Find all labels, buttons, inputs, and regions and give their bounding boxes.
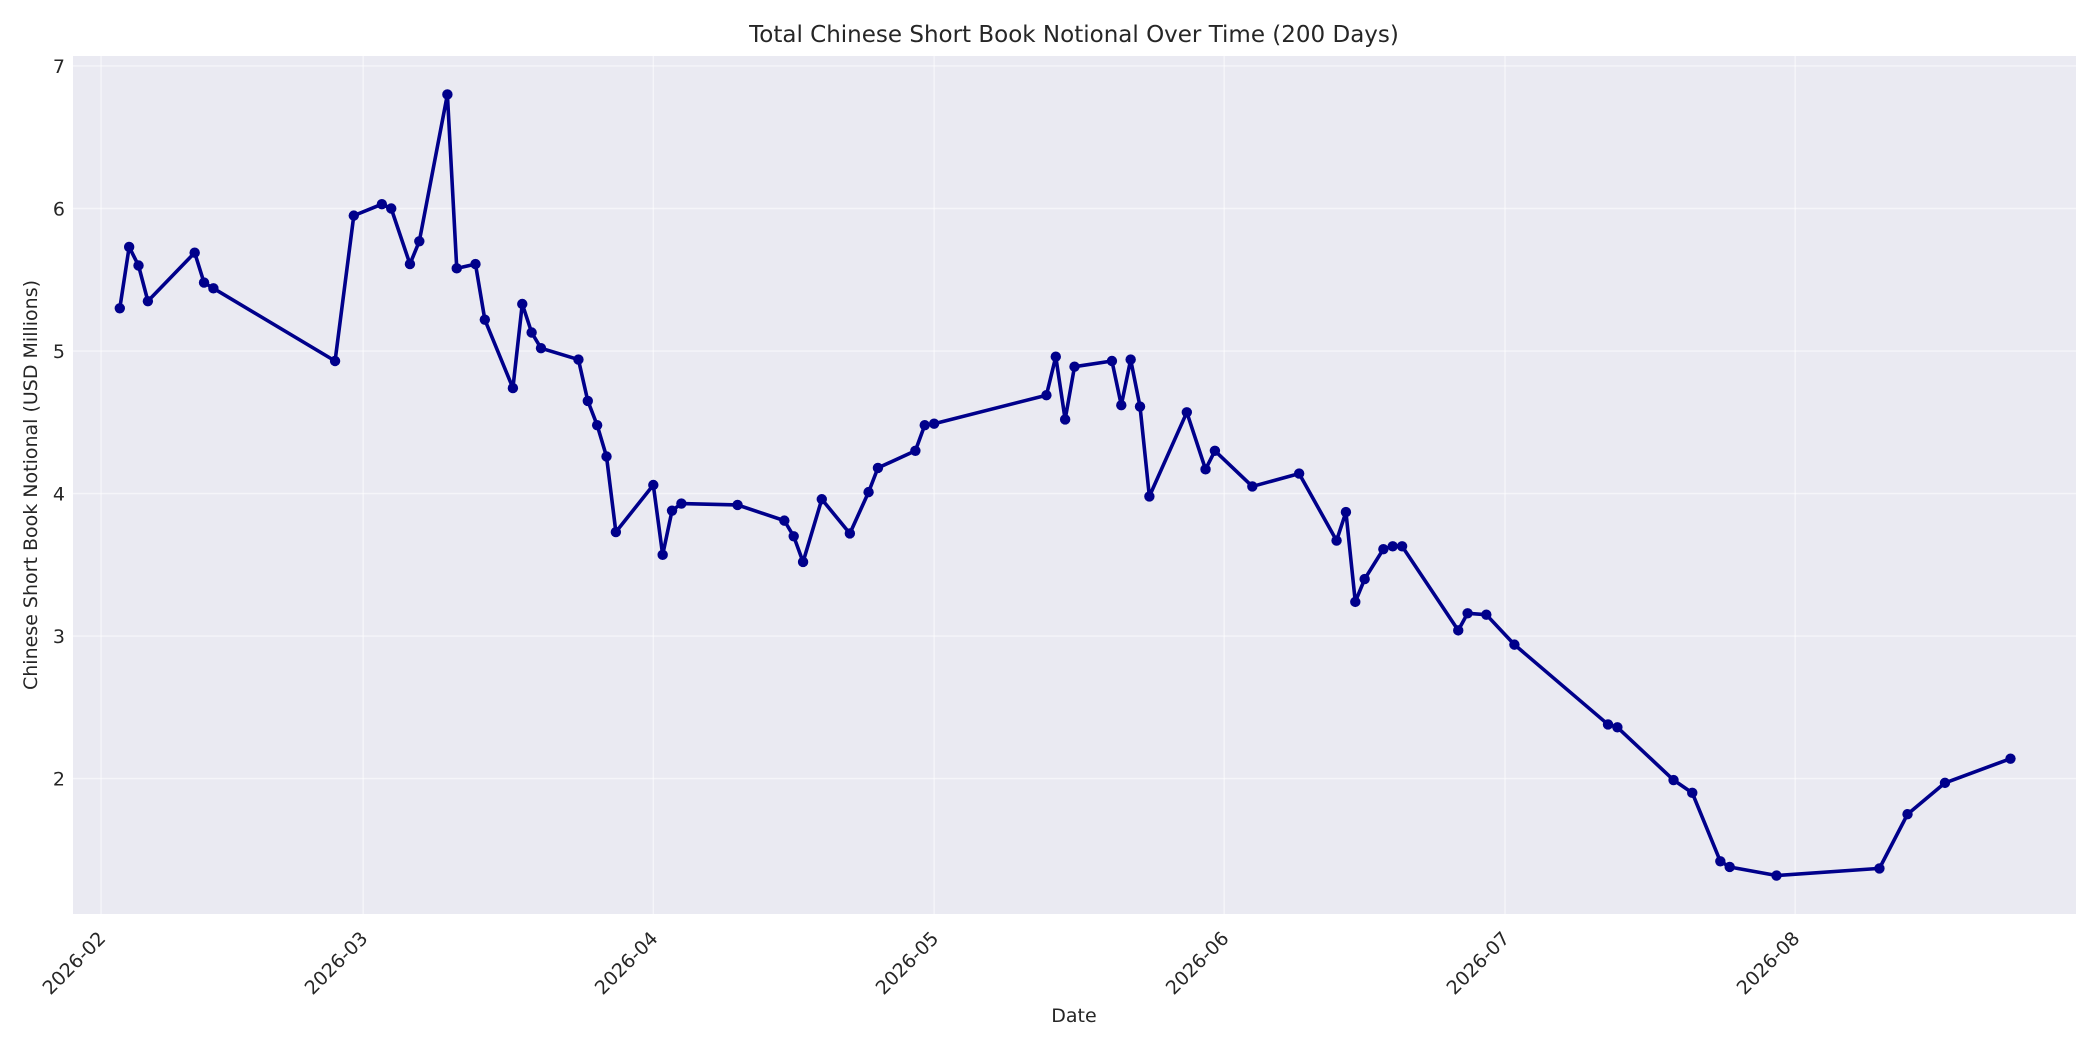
data-point bbox=[676, 498, 687, 509]
data-point bbox=[1340, 506, 1352, 518]
data-point bbox=[1939, 777, 1951, 789]
data-point bbox=[479, 314, 491, 325]
data-point bbox=[1453, 625, 1464, 636]
data-point bbox=[507, 382, 519, 394]
data-point bbox=[526, 327, 537, 338]
data-point bbox=[451, 263, 462, 274]
data-point bbox=[610, 526, 622, 538]
data-point bbox=[1331, 535, 1342, 546]
data-point bbox=[1724, 861, 1735, 873]
data-point bbox=[1200, 464, 1211, 475]
data-point bbox=[1059, 414, 1071, 425]
data-point bbox=[442, 89, 453, 100]
data-point bbox=[123, 241, 135, 253]
data-point bbox=[376, 199, 388, 210]
data-point bbox=[1387, 541, 1398, 552]
data-point bbox=[535, 342, 547, 354]
y-axis-ticks: 2 3 4 5 6 7 bbox=[53, 56, 65, 791]
data-point bbox=[666, 505, 678, 516]
data-point bbox=[114, 303, 126, 314]
plot-area bbox=[73, 56, 2076, 914]
data-point bbox=[1378, 543, 1389, 555]
data-point bbox=[779, 515, 790, 526]
data-point bbox=[208, 283, 219, 294]
data-point bbox=[1041, 390, 1052, 401]
data-point bbox=[1144, 491, 1155, 502]
data-point bbox=[470, 258, 481, 270]
y-axis-label: Chinese Short Book Notional (USD Million… bbox=[20, 280, 42, 690]
data-point bbox=[329, 355, 341, 367]
data-point bbox=[2005, 753, 2016, 764]
data-point bbox=[1209, 445, 1221, 456]
data-point bbox=[1715, 856, 1726, 867]
data-point bbox=[657, 549, 668, 561]
data-point bbox=[732, 499, 743, 511]
data-point bbox=[1247, 481, 1258, 492]
data-point bbox=[189, 247, 200, 258]
data-point bbox=[1462, 608, 1473, 619]
data-point bbox=[591, 419, 603, 431]
data-point bbox=[1181, 407, 1193, 418]
data-point bbox=[1125, 354, 1136, 365]
data-point bbox=[910, 445, 921, 456]
data-point bbox=[816, 494, 827, 505]
data-point bbox=[386, 203, 397, 214]
data-point bbox=[1874, 863, 1885, 874]
data-point bbox=[648, 479, 659, 491]
data-point bbox=[1396, 541, 1408, 552]
data-markers bbox=[114, 89, 2016, 881]
data-point bbox=[1050, 351, 1061, 362]
data-point bbox=[601, 451, 612, 462]
chart-title: Total Chinese Short Book Notional Over T… bbox=[748, 22, 1399, 48]
y-tick-label: 7 bbox=[53, 56, 65, 78]
data-point bbox=[1293, 468, 1305, 479]
data-point bbox=[919, 419, 930, 431]
x-axis-label: Date bbox=[1051, 1005, 1096, 1027]
y-tick-label: 4 bbox=[53, 484, 65, 506]
data-point bbox=[414, 236, 425, 247]
data-point bbox=[1668, 774, 1679, 786]
data-point bbox=[142, 295, 154, 307]
data-point bbox=[1509, 639, 1520, 650]
data-point bbox=[1350, 596, 1361, 608]
data-point bbox=[133, 260, 144, 271]
data-point bbox=[582, 395, 593, 407]
data-point bbox=[797, 556, 809, 568]
data-point bbox=[1116, 399, 1127, 411]
data-point bbox=[1359, 573, 1370, 585]
data-point bbox=[1481, 609, 1492, 620]
data-point bbox=[1602, 719, 1614, 730]
data-point bbox=[788, 531, 799, 542]
data-point bbox=[404, 258, 416, 270]
data-point bbox=[1069, 361, 1080, 372]
data-point bbox=[573, 354, 584, 365]
y-tick-label: 3 bbox=[53, 626, 65, 648]
data-point bbox=[844, 528, 856, 539]
data-point bbox=[863, 486, 874, 498]
data-point bbox=[348, 210, 359, 221]
data-point bbox=[1902, 809, 1913, 820]
data-point bbox=[872, 462, 884, 474]
data-point bbox=[198, 277, 210, 288]
data-point bbox=[928, 418, 940, 429]
y-tick-label: 2 bbox=[53, 769, 65, 791]
data-point bbox=[1687, 787, 1698, 799]
data-point bbox=[1771, 870, 1782, 881]
data-point bbox=[517, 298, 528, 310]
data-point bbox=[1106, 355, 1118, 367]
y-tick-label: 6 bbox=[53, 199, 65, 221]
data-point bbox=[1612, 722, 1623, 733]
y-tick-label: 5 bbox=[53, 341, 65, 363]
data-point bbox=[1134, 401, 1146, 412]
